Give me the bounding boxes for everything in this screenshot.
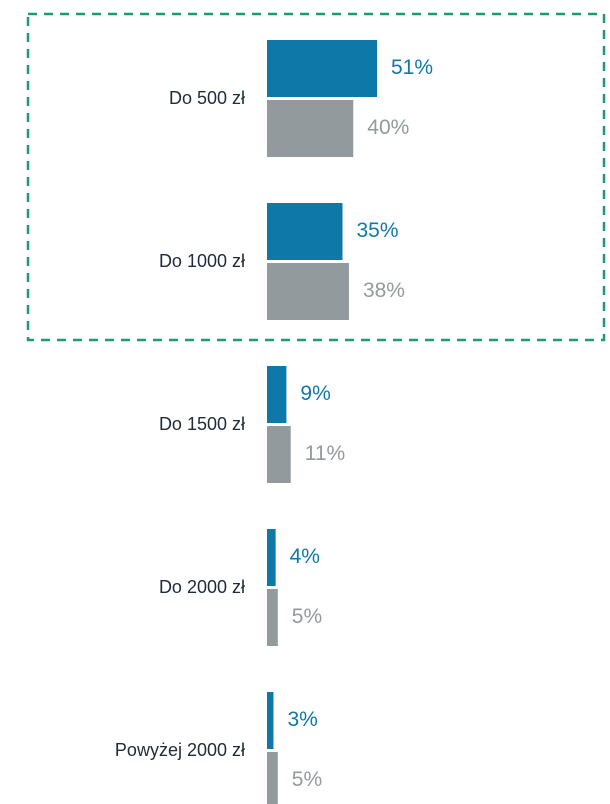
- value-label: 3%: [287, 708, 317, 731]
- highlight-box: [26, 12, 606, 342]
- bar: [267, 263, 349, 320]
- category-label: Do 2000 zł: [159, 577, 245, 597]
- value-label: 40%: [367, 116, 409, 139]
- bar: [267, 752, 278, 804]
- value-label: 35%: [356, 219, 398, 242]
- bar: [267, 100, 354, 157]
- category-label: Do 1000 zł: [159, 251, 245, 271]
- value-label: 5%: [292, 768, 322, 791]
- value-label: 38%: [363, 279, 405, 302]
- value-label: 4%: [290, 545, 320, 568]
- value-label: 9%: [300, 382, 330, 405]
- value-label: 11%: [305, 442, 345, 465]
- bar: [267, 366, 287, 423]
- bar: [267, 589, 278, 646]
- bar: [267, 203, 343, 260]
- bar: [267, 692, 274, 749]
- bar: [267, 40, 377, 97]
- value-label: 5%: [292, 605, 322, 628]
- category-label: Powyżej 2000 zł: [115, 740, 245, 760]
- bar: [267, 529, 276, 586]
- value-label: 51%: [391, 56, 433, 79]
- category-label: Do 500 zł: [169, 88, 245, 108]
- bar: [267, 426, 291, 483]
- category-label: Do 1500 zł: [159, 414, 245, 434]
